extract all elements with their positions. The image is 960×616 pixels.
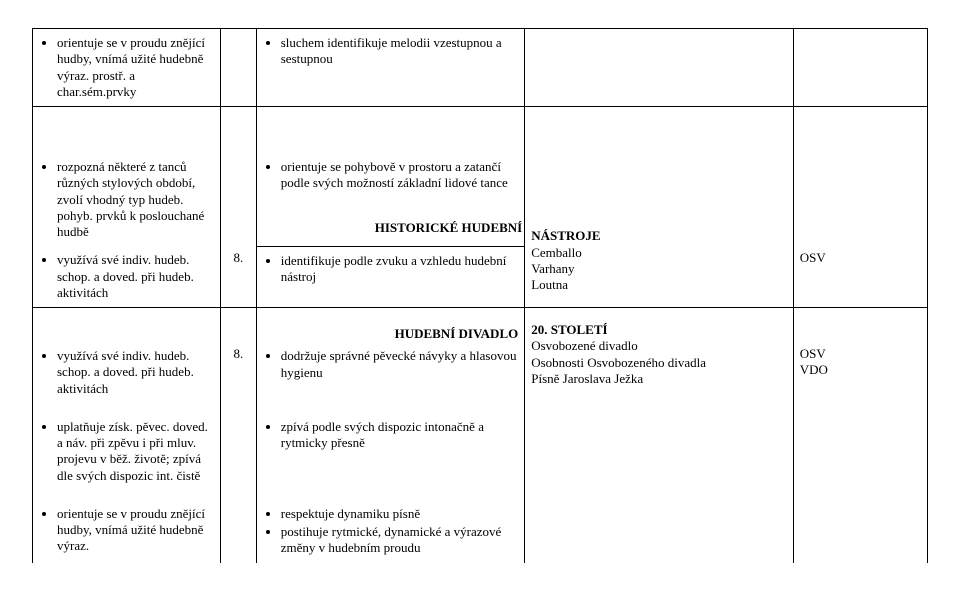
list-item: sluchem identifikuje melodii vzestupnou …	[281, 35, 519, 68]
r2a-right	[525, 107, 794, 247]
r3b-left: uplatňuje získ. pěvec. doved. a náv. při…	[33, 403, 221, 490]
osv-line: VDO	[800, 362, 921, 378]
list-item: orientuje se pohybově v prostoru a zatan…	[281, 159, 519, 192]
right-line: Písně Jaroslava Ježka	[531, 371, 787, 387]
list-item: využívá své indiv. hudeb. schop. a doved…	[57, 348, 214, 397]
r3b-right	[525, 403, 794, 490]
r2b-mid: identifikuje podle zvuku a vzhledu hudeb…	[256, 246, 525, 307]
r3c-mid: respektuje dynamiku písně postihuje rytm…	[256, 490, 525, 563]
r3a-left: využívá své indiv. hudeb. schop. a doved…	[33, 308, 221, 403]
r3a-osv: OSV VDO	[793, 308, 927, 403]
list-item: respektuje dynamiku písně	[281, 506, 519, 522]
r1-left: orientuje se v proudu znějící hudby, vní…	[33, 29, 221, 107]
r2a-mid: orientuje se pohybově v prostoru a zatan…	[256, 107, 525, 217]
r2b-left: využívá své indiv. hudeb. schop. a doved…	[33, 246, 221, 307]
r3a-num: 8.	[220, 308, 256, 403]
r3b-osv	[793, 403, 927, 490]
r2b-num: 8.	[220, 246, 256, 307]
curriculum-table: orientuje se v proudu znějící hudby, vní…	[32, 28, 928, 563]
r2a-num	[220, 107, 256, 247]
list-item: orientuje se v proudu znějící hudby, vní…	[57, 35, 214, 100]
r3c-right	[525, 490, 794, 563]
r2a-osv	[793, 107, 927, 247]
r1-right	[525, 29, 794, 107]
list-item: využívá své indiv. hudeb. schop. a doved…	[57, 252, 214, 301]
r3b-num	[220, 403, 256, 490]
right-line: Osobnosti Osvobozeného divadla	[531, 355, 787, 371]
r2b-right: NÁSTROJE Cemballo Varhany Loutna	[525, 246, 794, 307]
list-item: orientuje se v proudu znějící hudby, vní…	[57, 506, 214, 555]
r3c-left: orientuje se v proudu znějící hudby, vní…	[33, 490, 221, 563]
r3c-osv	[793, 490, 927, 563]
list-item: identifikuje podle zvuku a vzhledu hudeb…	[281, 253, 519, 286]
right-line: Varhany	[531, 261, 787, 277]
r3a-right: 20. STOLETÍ Osvobozené divadlo Osobnosti…	[525, 340, 794, 403]
r3b-mid: zpívá podle svých dispozic intonačně a r…	[256, 403, 525, 490]
r1-osv	[793, 29, 927, 107]
r1-mid: sluchem identifikuje melodii vzestupnou …	[256, 29, 525, 107]
r2b-osv: OSV	[793, 246, 927, 307]
list-item: zpívá podle svých dispozic intonačně a r…	[281, 419, 519, 452]
right-line: Osvobozené divadlo	[531, 338, 787, 354]
r3a-mid: HUDEBNÍ DIVADLO dodržuje správné pěvecké…	[256, 340, 525, 403]
r1-num	[220, 29, 256, 107]
list-item: dodržuje správné pěvecké návyky a hlasov…	[281, 348, 519, 381]
r2a-left: rozpozná některé z tanců různých stylový…	[33, 107, 221, 247]
list-item: postihuje rytmické, dynamické a výrazové…	[281, 524, 519, 557]
osv-line: OSV	[800, 346, 921, 362]
list-item: uplatňuje získ. pěvec. doved. a náv. při…	[57, 419, 214, 484]
section1-title-left: HISTORICKÉ HUDEBNÍ	[256, 216, 525, 246]
r3c-num	[220, 490, 256, 563]
right-line: Cemballo	[531, 245, 787, 261]
list-item: rozpozná některé z tanců různých stylový…	[57, 159, 214, 240]
right-line: Loutna	[531, 277, 787, 293]
